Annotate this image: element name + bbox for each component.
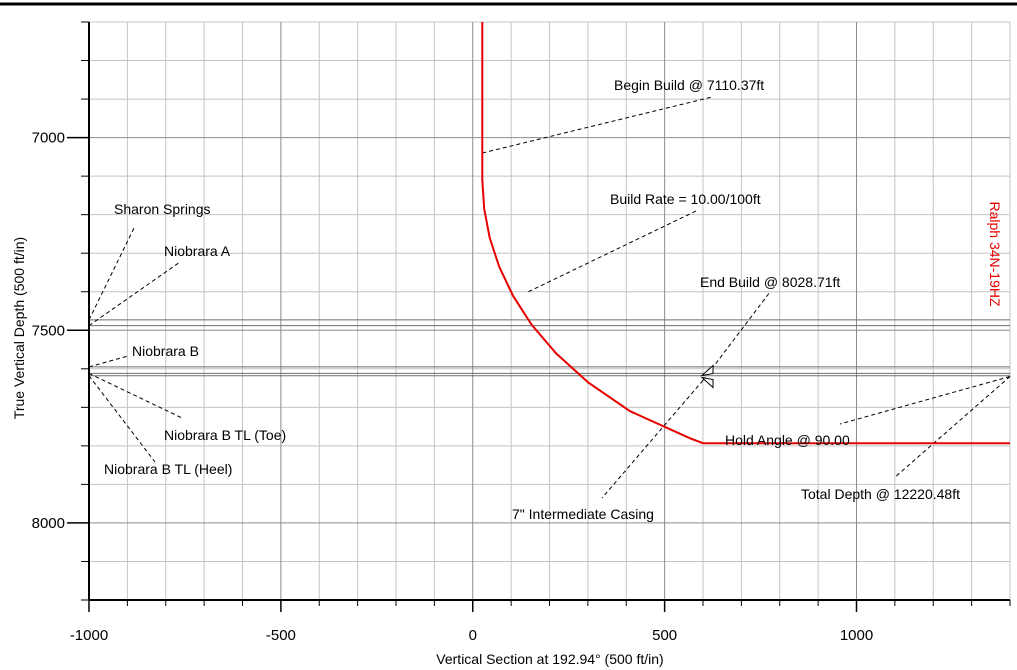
annotation-label: Hold Angle @ 90.00 (725, 432, 850, 448)
y-tick-label: 7000 (32, 130, 65, 147)
well-path-line (481, 22, 1010, 445)
annotation-label: Build Rate = 10.00/100ft (610, 191, 761, 207)
x-tick-label: 500 (652, 627, 677, 644)
annotation-label: Total Depth @ 12220.48ft (801, 486, 960, 502)
casing-marker-upper (700, 364, 714, 377)
series-group (481, 22, 1010, 445)
annotation-label: End Build @ 8028.71ft (700, 274, 840, 290)
series-name-label: Ralph 34N-19HZ (987, 201, 1003, 306)
formation-label: Niobrara B (132, 343, 199, 359)
formation-leader-line (88, 355, 129, 368)
casing-markers (700, 364, 714, 389)
formation-leader-line (88, 372, 183, 419)
annotation-label: 7" Intermediate Casing (512, 506, 654, 522)
x-axis-label: Vertical Section at 192.94° (500 ft/in) (436, 651, 663, 667)
annotation-leader-line (482, 96, 713, 154)
annotation-leader-line (601, 380, 704, 499)
casing-marker-lower (700, 376, 714, 389)
x-tick-label: -1000 (70, 627, 108, 644)
annotation-leaders (88, 96, 1011, 499)
x-tick-label: 0 (469, 627, 477, 644)
y-tick-label: 8000 (32, 515, 65, 532)
formation-label: Niobrara A (164, 243, 231, 259)
formation-label: Niobrara B TL (Toe) (164, 427, 286, 443)
annotation-leader-line (839, 376, 1011, 425)
formation-tops (89, 319, 1010, 377)
formation-label: Sharon Springs (114, 201, 211, 217)
annotation-leader-line (528, 209, 699, 293)
annotation-label: Begin Build @ 7110.37ft (614, 77, 764, 93)
annotation-leader-line (893, 376, 1011, 479)
y-axis-label: True Vertical Depth (500 ft/in) (11, 237, 27, 419)
y-tick-label: 7500 (32, 322, 65, 339)
formation-leader-line (88, 261, 181, 327)
x-tick-label: -500 (266, 627, 296, 644)
formation-label: Niobrara B TL (Heel) (104, 461, 232, 477)
axes: -1000 -500 0 500 1000 7000 7500 8000 (32, 21, 1011, 644)
formation-leader-line (88, 225, 136, 321)
formation-leader-line (88, 375, 156, 463)
annotation-labels: Sharon Springs Niobrara A Niobrara B Niobra… (104, 77, 960, 522)
annotation-leader-line (702, 291, 771, 381)
x-tick-label: 1000 (840, 627, 873, 644)
